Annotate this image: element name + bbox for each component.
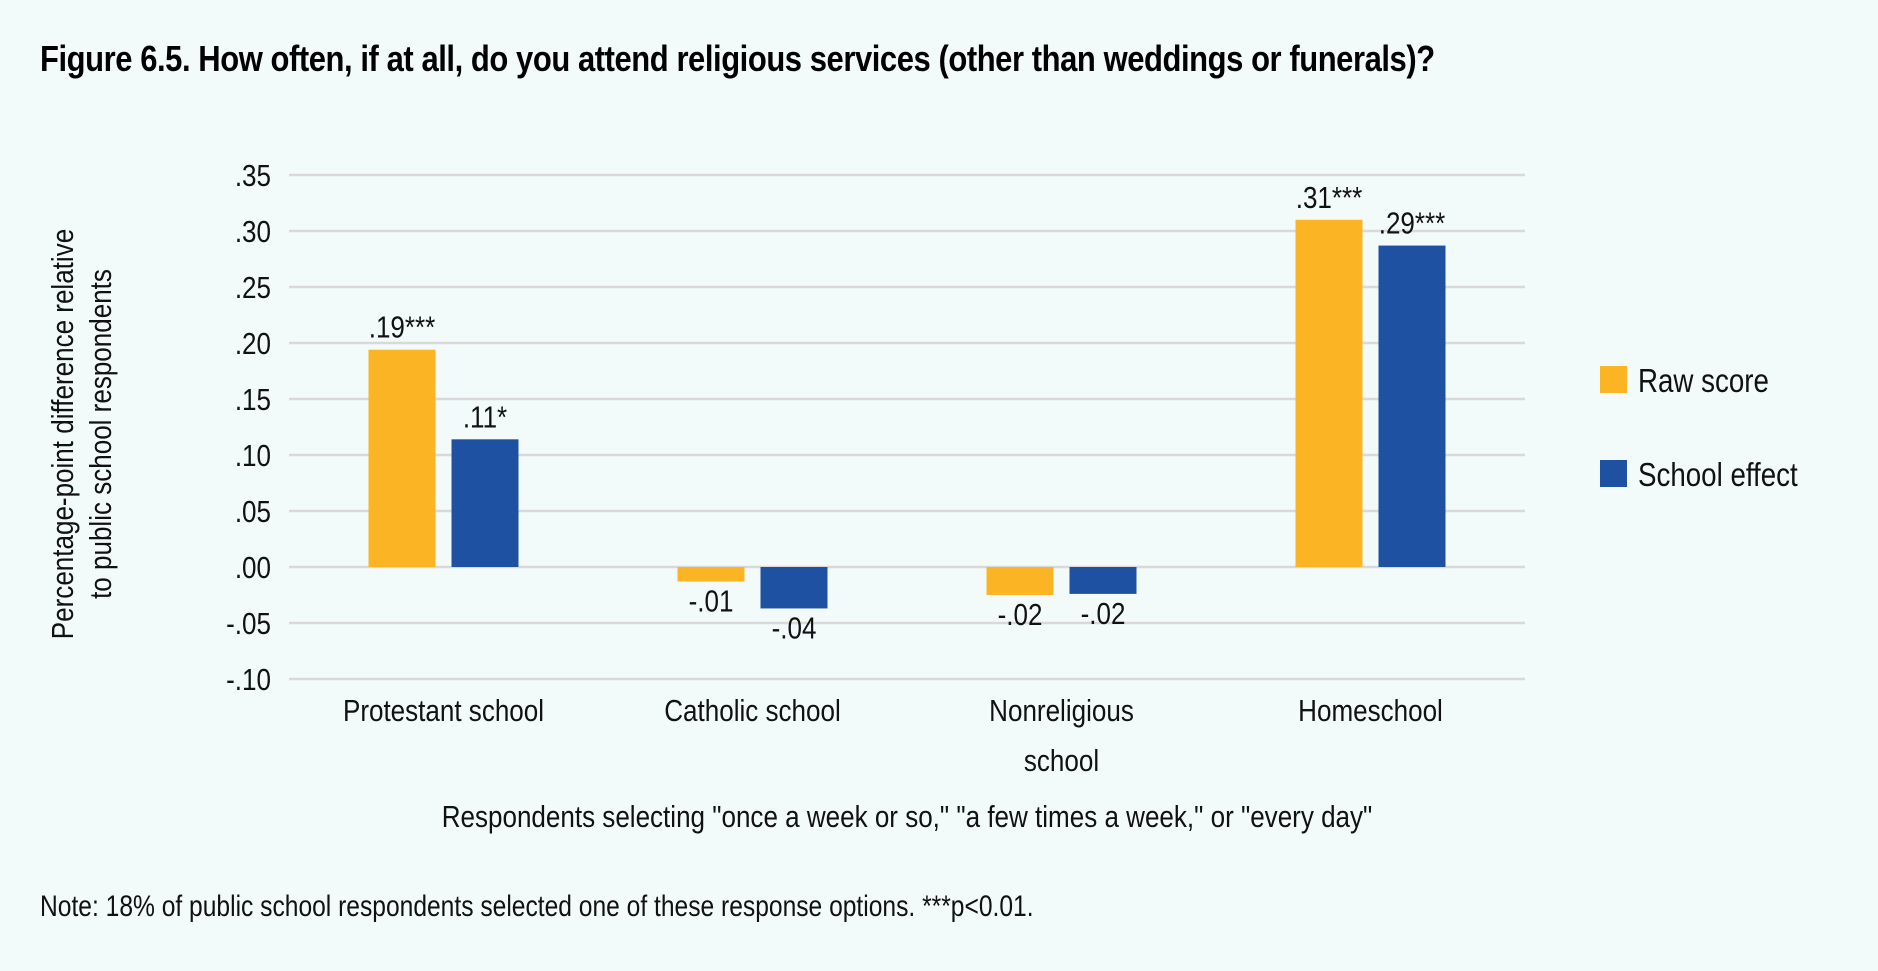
category-label: Homeschool [1298, 694, 1443, 729]
y-tick-label: .20 [235, 327, 271, 362]
legend: Raw score School effect [1600, 363, 1798, 494]
bar-value-label: -.02 [1081, 597, 1126, 632]
bar-raw-score [677, 567, 745, 582]
category-label: Catholic school [664, 694, 840, 729]
chart-title: Figure 6.5. How often, if at all, do you… [40, 38, 1435, 79]
bar-raw-score [368, 349, 436, 567]
y-tick-labels: .35 .30 .25 .20 .15 .10 .05 .00 -.05 -.10 [226, 159, 271, 698]
bar-raw-score [986, 567, 1054, 595]
y-tick-label: .00 [235, 551, 271, 586]
legend-label: School effect [1638, 457, 1798, 494]
bars [368, 219, 1446, 609]
category-labels: Protestant school Catholic school Nonrelig… [343, 694, 1443, 779]
bar-school-effect [1378, 245, 1446, 567]
y-tick-label: .30 [235, 215, 271, 250]
y-axis-label: Percentage-point difference relative to p… [46, 229, 119, 639]
bar-school-effect [1069, 567, 1137, 594]
y-tick-label: .35 [235, 159, 271, 194]
y-tick-label: .10 [235, 439, 271, 474]
bar-value-label: -.01 [689, 584, 734, 619]
footnote: Note: 18% of public school respondents s… [40, 890, 1034, 923]
legend-label: Raw score [1638, 363, 1769, 400]
bar-value-label: -.04 [772, 611, 817, 646]
y-tick-label: .05 [235, 495, 271, 530]
bar-value-label: .19*** [369, 311, 436, 346]
y-axis-label-line: to public school respondents [84, 269, 119, 599]
legend-swatch [1600, 460, 1627, 487]
y-tick-label: -.10 [226, 663, 271, 698]
bar-raw-score [1295, 219, 1363, 568]
bar-value-label: .11* [463, 400, 507, 435]
x-axis-label: Respondents selecting "once a week or so… [442, 800, 1373, 835]
bar-value-label: .29*** [1379, 206, 1446, 241]
y-axis-label-line: Percentage-point difference relative [46, 229, 81, 639]
bar-value-label: -.02 [998, 598, 1043, 633]
bar-value-labels: .19*** .11* -.01 -.04 -.02 -.02 .31*** .29*** [369, 181, 1446, 646]
bar-value-label: .31*** [1296, 181, 1363, 216]
y-tick-label: -.05 [226, 607, 271, 642]
category-label: school [1024, 744, 1099, 779]
category-label: Protestant school [343, 694, 544, 729]
y-tick-label: .15 [235, 383, 271, 418]
y-tick-label: .25 [235, 271, 271, 306]
legend-swatch [1600, 366, 1627, 393]
category-label: Nonreligious [989, 694, 1134, 729]
bar-school-effect [760, 567, 828, 609]
bar-school-effect [451, 439, 519, 567]
